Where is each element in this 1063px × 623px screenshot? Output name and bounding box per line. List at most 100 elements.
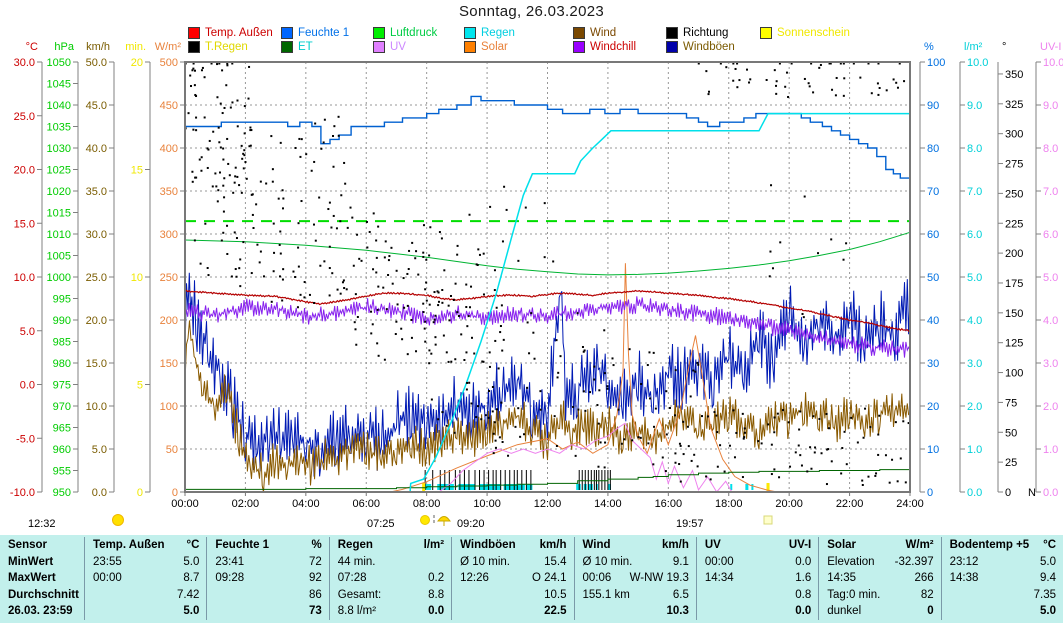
- direction-dot: [430, 398, 433, 401]
- table-cell: 14:34 1.6: [697, 570, 818, 587]
- direction-dot: [803, 77, 806, 80]
- direction-dot: [715, 414, 718, 417]
- direction-dot: [240, 144, 243, 147]
- direction-dot: [314, 239, 317, 242]
- direction-dot: [456, 253, 459, 256]
- axis-label: hPa: [54, 41, 74, 53]
- direction-dot: [189, 74, 192, 77]
- cell-label: dunkel: [827, 605, 862, 617]
- direction-dot: [425, 281, 428, 284]
- direction-dot: [647, 442, 650, 445]
- direction-dot: [784, 85, 787, 88]
- legend-item-windchill: Windchill: [573, 40, 636, 53]
- direction-dot: [259, 180, 262, 183]
- direction-dot: [207, 274, 210, 277]
- axis-label: 02:00: [232, 498, 260, 510]
- axis-label: 15.0: [14, 218, 35, 230]
- direction-dot: [696, 361, 699, 364]
- direction-dot: [468, 213, 471, 216]
- direction-dot: [794, 451, 797, 454]
- direction-dot: [281, 189, 284, 192]
- direction-dot: [279, 252, 282, 255]
- direction-dot: [572, 405, 575, 408]
- axis-label: 1050: [47, 57, 71, 69]
- direction-dot: [297, 246, 300, 249]
- direction-dot: [319, 264, 322, 267]
- direction-dot: [728, 444, 731, 447]
- rain-interval-bar: [479, 484, 501, 490]
- table-column-solar: Solar W/m² Elevation -32.397 14:35 266 Tag:0 m…: [818, 537, 940, 620]
- axis-label: 0.0: [1043, 487, 1058, 499]
- axis-label: 25: [1005, 457, 1017, 469]
- direction-dot: [843, 430, 846, 433]
- direction-dot: [256, 243, 259, 246]
- axis-label: 8.0: [1043, 143, 1058, 155]
- axis-label: 960: [53, 444, 71, 456]
- direction-dot: [375, 256, 378, 259]
- direction-dot: [422, 302, 425, 305]
- direction-dot: [779, 241, 782, 244]
- direction-dot: [903, 80, 906, 83]
- axis-label: 09:20: [457, 518, 485, 530]
- direction-dot: [292, 270, 295, 273]
- row-label: Sensor: [0, 537, 84, 554]
- direction-dot: [331, 272, 334, 275]
- direction-dot: [415, 250, 418, 253]
- direction-dot: [845, 463, 848, 466]
- direction-dot: [689, 395, 692, 398]
- direction-dot: [223, 196, 226, 199]
- direction-dot: [487, 416, 490, 419]
- axis-label: 0: [927, 487, 933, 499]
- cell-value: °C: [1043, 539, 1056, 551]
- direction-dot: [417, 273, 420, 276]
- direction-dot: [878, 414, 881, 417]
- direction-dot: [332, 134, 335, 137]
- direction-dot: [414, 257, 417, 260]
- axis-label: 8.0: [967, 143, 982, 155]
- direction-dot: [313, 160, 316, 163]
- direction-dot: [249, 129, 252, 132]
- direction-dot: [719, 444, 722, 447]
- axis-label: 275: [1005, 159, 1023, 171]
- cell-label: 26.03. 23:59: [8, 605, 73, 617]
- direction-dot: [769, 250, 772, 253]
- direction-dot: [201, 66, 204, 69]
- direction-dot: [443, 269, 446, 272]
- column-header: Feuchte 1%: [207, 537, 328, 554]
- row-label: 26.03. 23:59: [0, 603, 84, 620]
- direction-dot: [454, 282, 457, 285]
- axis-label: 2.0: [1043, 401, 1058, 413]
- direction-dot: [496, 408, 499, 411]
- axis-label: 1.0: [1043, 444, 1058, 456]
- direction-dot: [697, 363, 700, 366]
- legend-swatch: [464, 26, 476, 39]
- cell-value: km/h: [539, 539, 567, 551]
- direction-dot: [904, 481, 907, 484]
- direction-dot: [312, 223, 315, 226]
- axis-label: 19:57: [676, 518, 704, 530]
- cell-value: l/m²: [423, 539, 445, 551]
- direction-dot: [234, 268, 237, 271]
- direction-dot: [217, 126, 220, 129]
- direction-dot: [375, 271, 378, 274]
- axis-label: 50: [927, 272, 939, 284]
- direction-dot: [354, 328, 357, 331]
- table-column-wind: Wind km/h Ø 10 min. 9.1 00:06 W-NW 19.3 155.1 …: [573, 537, 696, 620]
- direction-dot: [424, 340, 427, 343]
- legend-swatch: [573, 26, 585, 39]
- direction-dot: [679, 480, 682, 483]
- direction-dot: [467, 315, 470, 318]
- axis-label: 90: [927, 100, 939, 112]
- direction-dot: [584, 409, 587, 412]
- direction-dot: [192, 67, 195, 70]
- direction-dot: [223, 177, 226, 180]
- cell-label: 23:55: [93, 555, 122, 568]
- direction-dot: [818, 417, 821, 420]
- direction-dot: [437, 291, 440, 294]
- legend-item-wind: Wind: [573, 26, 616, 39]
- legend-item-feuchte-1: Feuchte 1: [281, 26, 349, 39]
- direction-dot: [697, 62, 700, 65]
- direction-dot: [500, 304, 503, 307]
- direction-dot: [831, 88, 834, 91]
- direction-dot: [606, 385, 609, 388]
